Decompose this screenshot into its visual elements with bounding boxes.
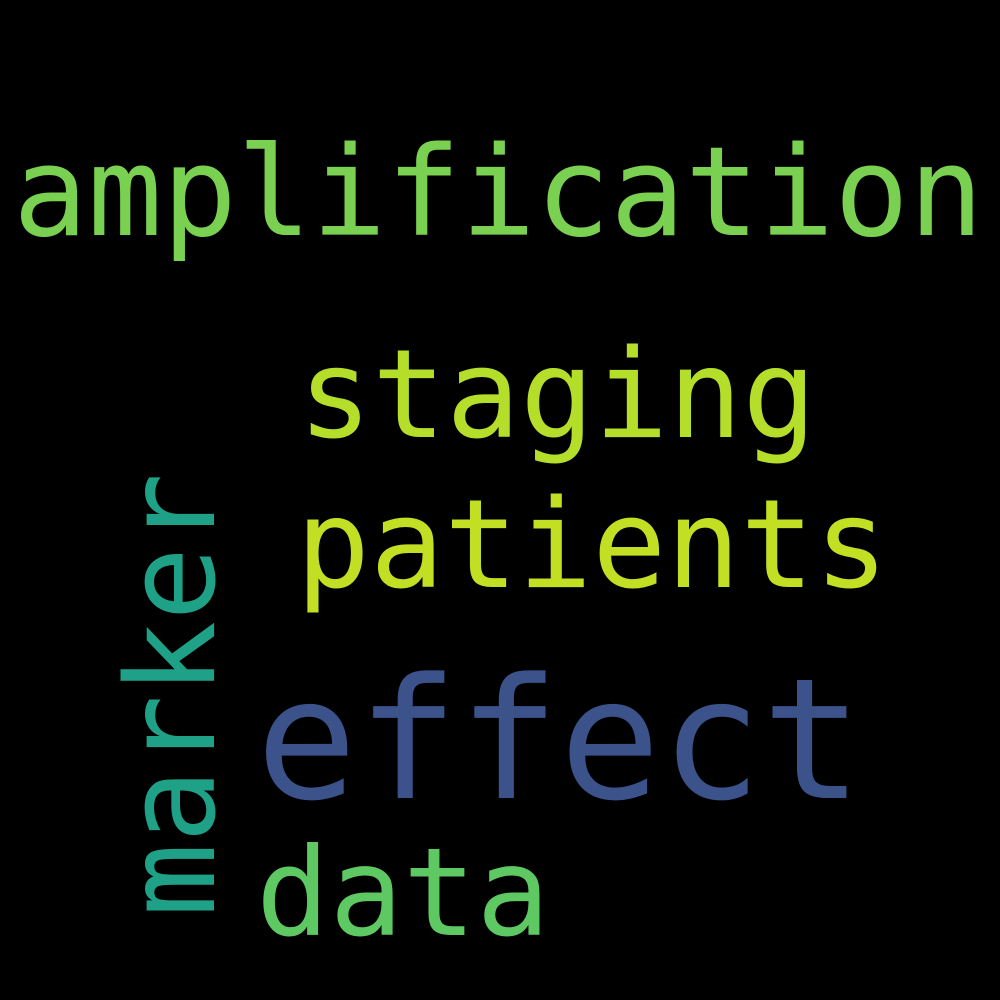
word: staging <box>298 324 816 467</box>
word: amplification <box>13 121 984 265</box>
word: marker <box>101 473 244 917</box>
word: effect <box>256 642 863 838</box>
word: patients <box>296 474 888 617</box>
word: data <box>256 822 550 964</box>
